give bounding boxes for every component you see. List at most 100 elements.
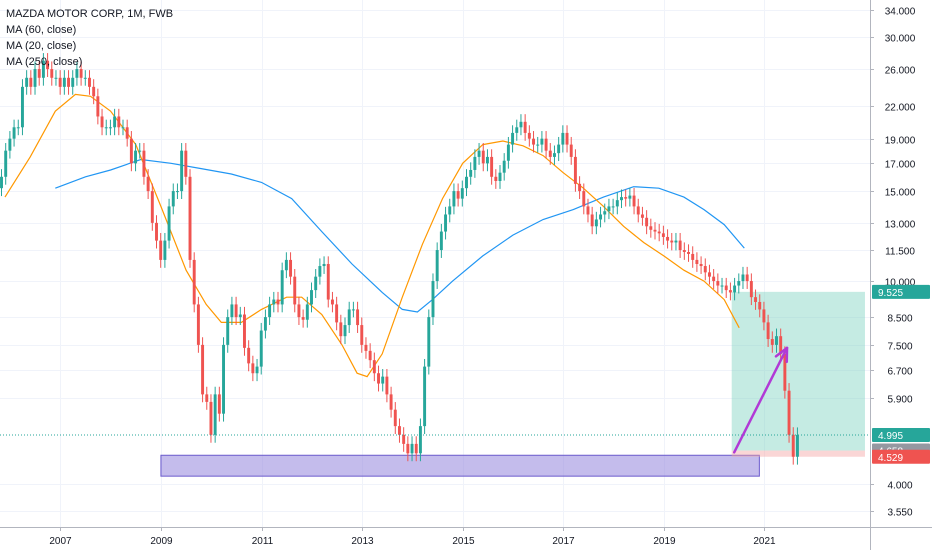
candle (787, 383, 791, 443)
candle-body (682, 250, 686, 252)
candle (485, 149, 489, 172)
arrow-head (774, 346, 789, 364)
y-tick-label: 13.000 (885, 220, 916, 231)
candle-body (649, 226, 653, 230)
candle (259, 322, 263, 375)
candle-body (452, 191, 456, 207)
candle-body (431, 281, 435, 318)
candle-body (573, 156, 577, 184)
candle-body (364, 344, 368, 351)
candle (414, 436, 418, 462)
candle (272, 291, 276, 313)
candle-body (314, 276, 318, 291)
candle-body (398, 426, 401, 435)
candle-body (636, 206, 640, 215)
projection-arrow[interactable] (732, 346, 789, 454)
candle-body (640, 214, 644, 218)
candle (687, 244, 690, 262)
candle (180, 143, 184, 200)
candle-body (490, 156, 494, 177)
y-tick-label: 10.000 (885, 278, 916, 289)
candle-body (213, 394, 217, 435)
candle-body (628, 195, 632, 199)
candle-body (712, 276, 716, 282)
candle (674, 232, 678, 251)
candle (536, 136, 540, 153)
price-label-last[interactable]: 4.995 (872, 428, 930, 443)
symbol-title[interactable]: MAZDA MOTOR CORP, 1M, FWB (6, 8, 174, 20)
indicator-ma250[interactable]: MA (250, close) (6, 56, 83, 68)
candle (494, 169, 498, 189)
candle-body (79, 69, 83, 78)
candle-body (330, 299, 334, 305)
candle (75, 61, 79, 86)
candle (456, 183, 460, 207)
candle (490, 149, 494, 185)
candle (121, 119, 125, 136)
candle-body (205, 394, 209, 402)
candle-body (301, 317, 305, 320)
y-tick-label: 17.000 (885, 160, 916, 171)
candle (523, 114, 527, 141)
candle (754, 289, 758, 310)
candle (640, 206, 644, 226)
candle (427, 309, 431, 375)
candle (184, 143, 188, 185)
candle-body (75, 69, 79, 78)
candle-body (180, 150, 184, 192)
candle-body (289, 259, 293, 277)
candle (439, 223, 443, 258)
candle (385, 368, 389, 403)
candle (289, 252, 293, 285)
candle (16, 119, 20, 136)
candle-body (46, 60, 50, 70)
price-label-target[interactable]: 9.525 (872, 284, 930, 299)
candle (448, 198, 452, 223)
price-label-text: 4.995 (878, 431, 903, 442)
candle-body (192, 259, 196, 305)
candle-body (485, 156, 489, 164)
candle (368, 343, 372, 369)
indicator-ma60[interactable]: MA (60, close) (6, 24, 77, 36)
candle-body (427, 317, 431, 367)
candle-body (745, 274, 749, 282)
candle-body (12, 127, 16, 139)
candle (222, 337, 225, 422)
candle-body (632, 195, 636, 207)
candle-body (20, 86, 24, 128)
candle (234, 296, 238, 326)
candle (661, 225, 665, 245)
candle-body (360, 325, 364, 345)
price-axis-panel[interactable] (870, 0, 932, 550)
candle (561, 125, 565, 153)
candle (733, 277, 737, 301)
candle (632, 187, 636, 215)
candle (502, 153, 506, 181)
candle (163, 232, 167, 268)
candle-body (749, 281, 753, 298)
candle-body (544, 138, 548, 151)
candle-body (50, 69, 54, 78)
candle-body (733, 285, 737, 293)
candle (636, 198, 640, 223)
candle-body (653, 229, 657, 232)
candle (603, 203, 607, 223)
price-label-stop[interactable]: 4.529 (872, 449, 930, 464)
support-zone[interactable] (160, 454, 760, 477)
target-zone[interactable] (731, 291, 865, 451)
candle (699, 256, 703, 274)
indicator-ma20[interactable]: MA (20, close) (6, 40, 77, 52)
price-label-text: 9.525 (878, 288, 903, 299)
candle-body (770, 339, 774, 345)
candle-body (83, 77, 87, 79)
candle-body (779, 336, 783, 354)
candle (230, 296, 234, 326)
candle-body (791, 434, 795, 457)
candle-body (460, 188, 464, 199)
price-label-bg (872, 449, 930, 464)
candle-body (129, 138, 133, 164)
candle (88, 70, 91, 95)
candle-body (0, 176, 3, 189)
